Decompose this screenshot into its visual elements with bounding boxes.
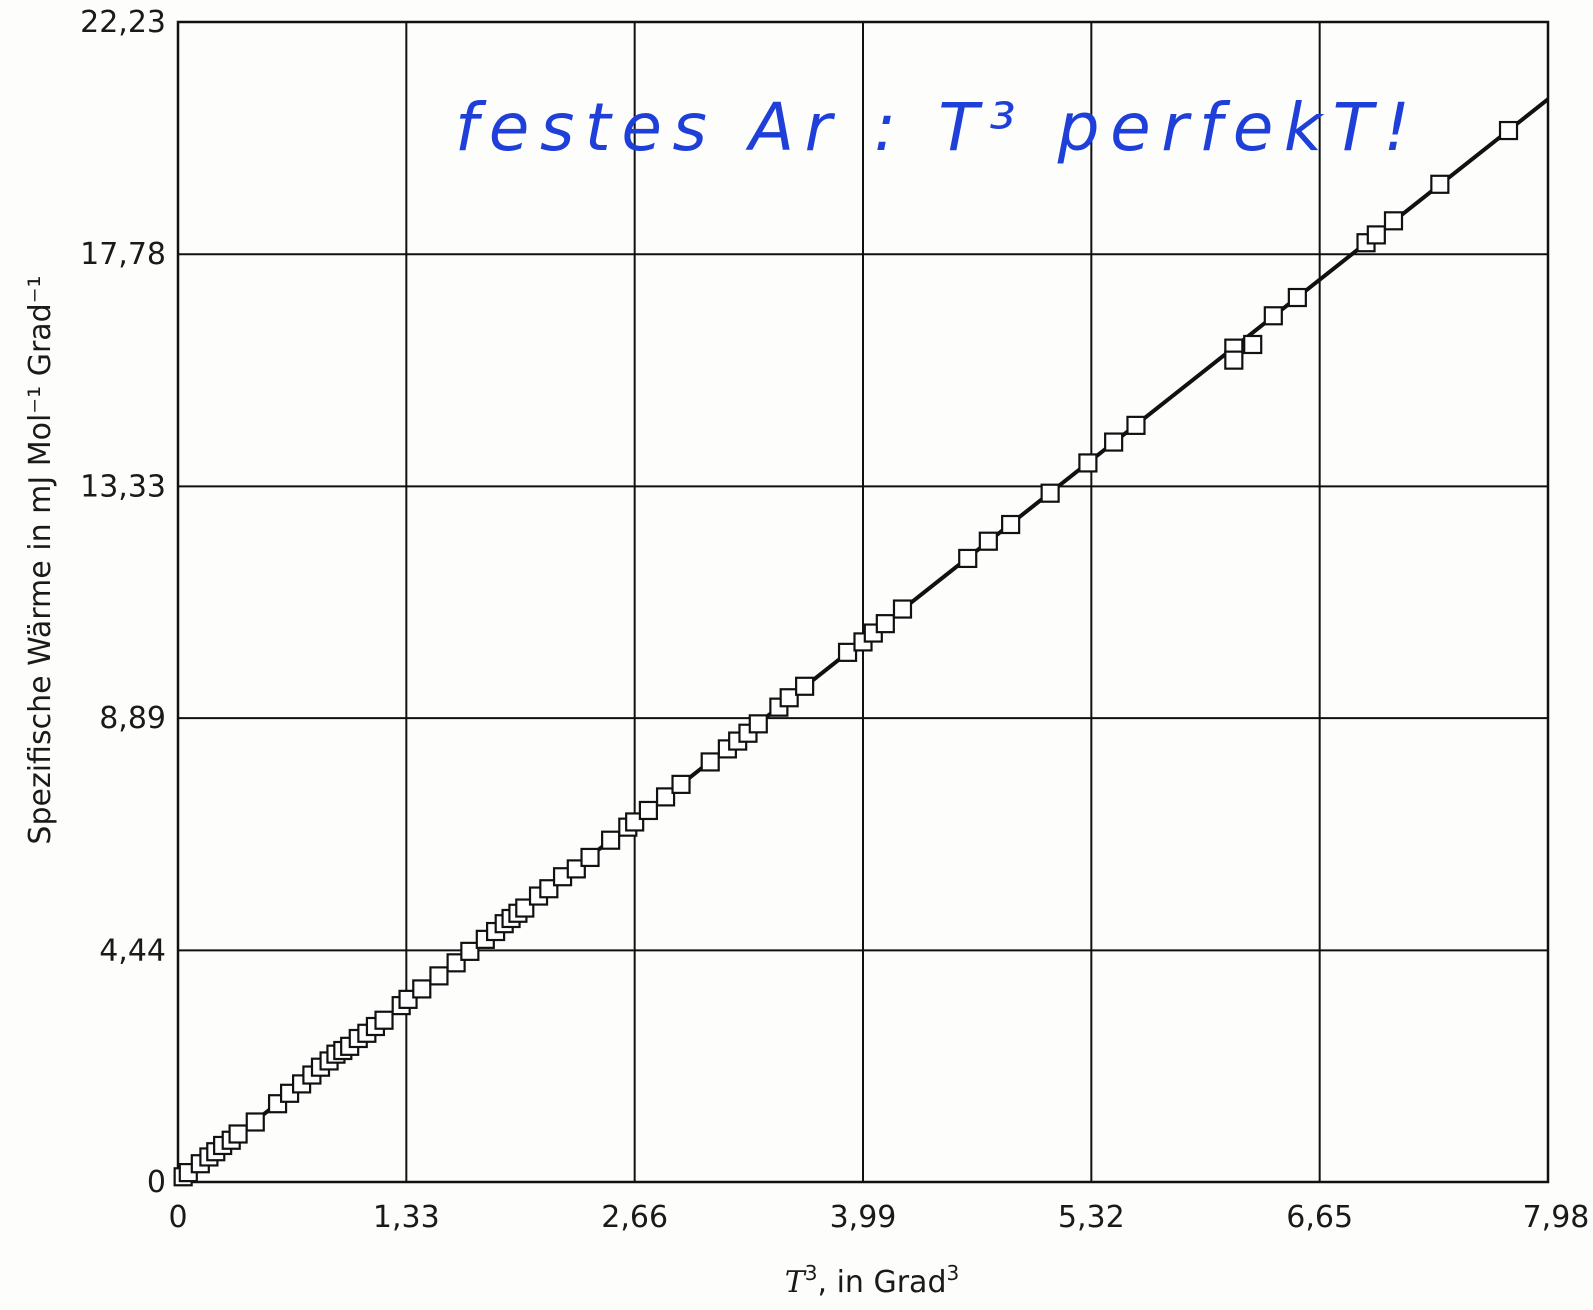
data-point xyxy=(1498,120,1519,141)
data-point xyxy=(978,531,998,551)
x-axis-suffix: , in Grad xyxy=(818,1265,947,1300)
data-point xyxy=(700,752,720,772)
x-tick-label: 3,99 xyxy=(830,1200,897,1235)
data-point xyxy=(1001,514,1021,535)
x-tick-label: 5,32 xyxy=(1058,1200,1125,1235)
y-tick-label: 0 xyxy=(147,1165,166,1200)
data-point xyxy=(875,614,895,634)
x-axis-label: T3, in Grad3 xyxy=(785,1261,959,1300)
data-point xyxy=(429,966,449,986)
data-point xyxy=(958,548,978,569)
data-point xyxy=(374,1010,394,1030)
data-point xyxy=(1287,287,1307,308)
x-tick-label: 7,98 xyxy=(1523,1200,1590,1235)
data-point xyxy=(1104,432,1124,452)
data-point xyxy=(580,847,600,868)
handwritten-annotation: festes Ar : T³ perfekT! xyxy=(455,89,1410,166)
data-point xyxy=(1126,415,1146,435)
data-point xyxy=(228,1124,248,1144)
x-tick-label: 0 xyxy=(168,1200,187,1235)
data-point xyxy=(748,714,768,734)
y-tick-label: 8,89 xyxy=(99,701,166,736)
y-tick-label: 13,33 xyxy=(80,469,166,504)
data-point xyxy=(892,599,913,619)
x-tick-label: 6,65 xyxy=(1286,1200,1353,1235)
data-point xyxy=(1263,306,1283,326)
data-point xyxy=(1383,211,1404,231)
grid-layer xyxy=(177,21,1549,1183)
y-tick-labels: 0 4,44 8,89 13,33 17,78 22,23 xyxy=(80,5,166,1200)
data-point xyxy=(779,688,799,708)
data-point xyxy=(795,676,815,696)
x-axis-variable: T xyxy=(785,1265,807,1300)
data-point xyxy=(1224,350,1244,370)
data-point xyxy=(460,941,480,961)
data-point xyxy=(412,979,432,999)
x-tick-labels: 0 1,33 2,66 3,99 5,32 6,65 7,98 xyxy=(168,1200,1589,1235)
data-point xyxy=(638,800,659,821)
data-point xyxy=(1366,225,1386,245)
data-point xyxy=(1078,453,1098,473)
y-tick-label: 17,78 xyxy=(80,237,166,272)
x-axis-variable-exponent: 3 xyxy=(805,1261,818,1285)
data-point xyxy=(1040,483,1060,503)
data-point xyxy=(655,787,676,807)
x-tick-label: 2,66 xyxy=(601,1200,668,1235)
y-tick-label: 22,23 xyxy=(80,5,166,40)
data-point xyxy=(671,774,691,794)
plot-frame xyxy=(176,20,1550,1184)
data-point xyxy=(601,830,621,850)
data-point xyxy=(245,1112,265,1132)
x-tick-label: 1,33 xyxy=(373,1200,440,1235)
data-point xyxy=(1430,174,1450,194)
data-point xyxy=(837,642,858,662)
data-points xyxy=(173,120,1519,1187)
y-tick-label: 4,44 xyxy=(99,933,166,968)
y-axis-label: Spezifische Wärme in mJ Mol⁻¹ Grad⁻¹ xyxy=(23,275,58,844)
x-axis-suffix-exponent: 3 xyxy=(946,1261,959,1285)
data-point xyxy=(1243,334,1263,355)
